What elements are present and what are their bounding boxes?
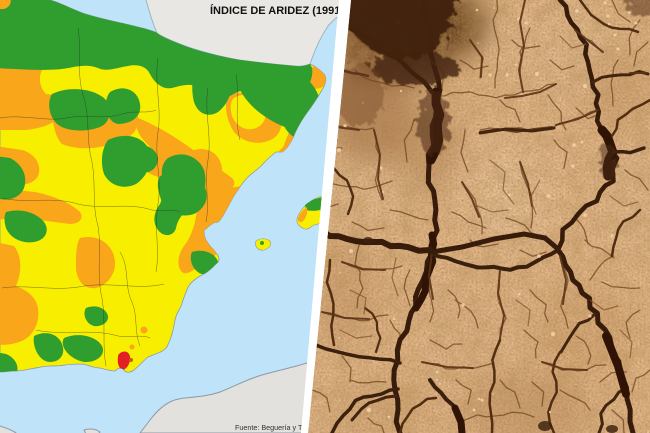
svg-text:Fuente: Beguería y Tru: Fuente: Beguería y Tru	[235, 423, 309, 432]
svg-text:ÍNDICE DE ARIDEZ (1991: ÍNDICE DE ARIDEZ (1991	[210, 4, 340, 17]
